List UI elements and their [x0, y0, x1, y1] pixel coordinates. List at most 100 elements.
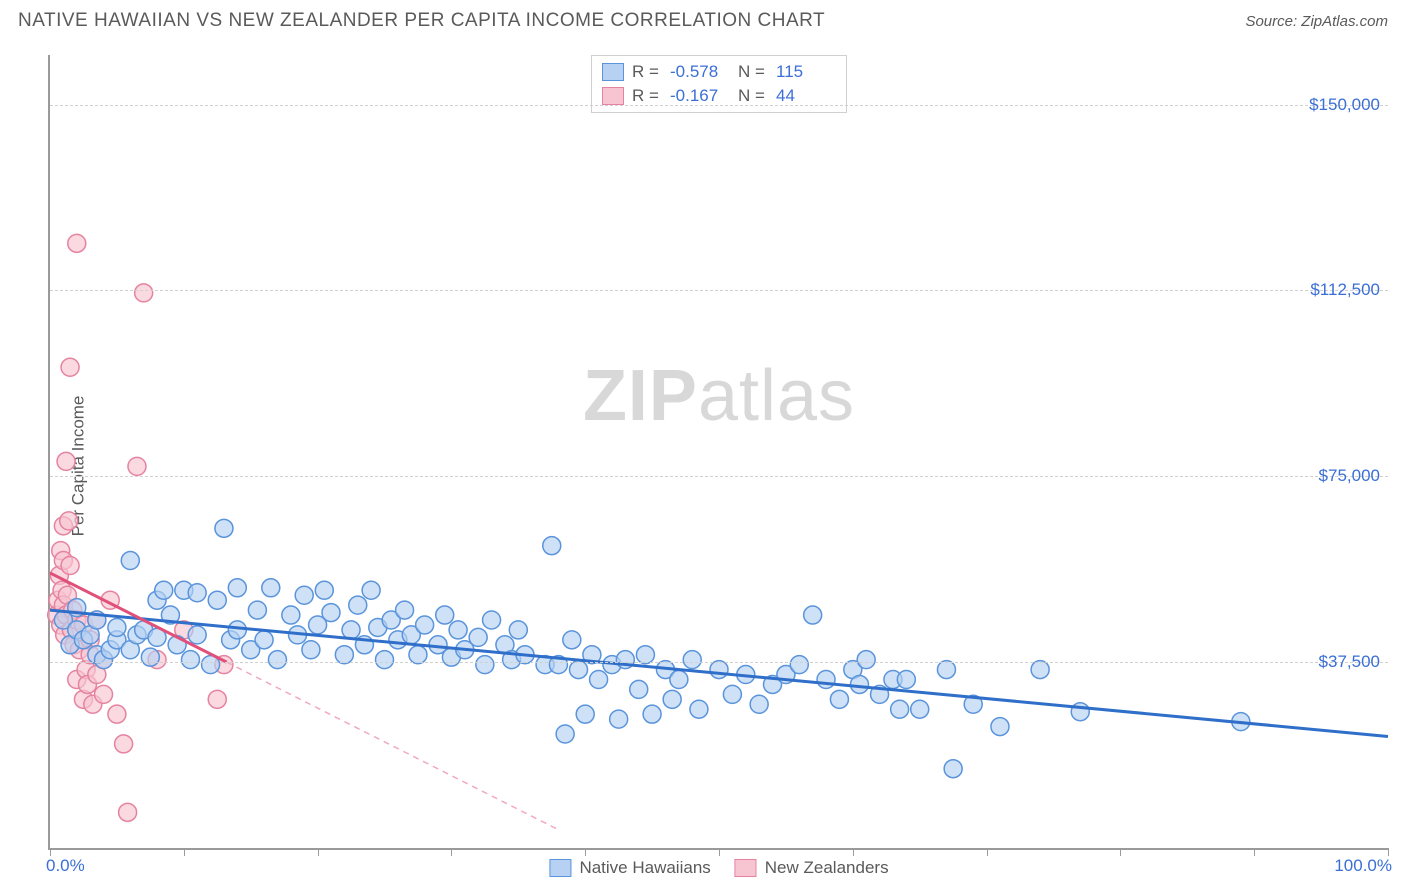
gridline [50, 105, 1388, 106]
data-point [119, 803, 137, 821]
data-point [342, 621, 360, 639]
data-point [610, 710, 628, 728]
x-tick [184, 848, 185, 856]
data-point [830, 690, 848, 708]
data-point [61, 358, 79, 376]
data-point [121, 552, 139, 570]
x-tick [1388, 848, 1389, 856]
chart-source: Source: ZipAtlas.com [1245, 13, 1388, 30]
trend-line-hawaiians [50, 610, 1388, 736]
data-point [68, 234, 86, 252]
data-point [710, 661, 728, 679]
x-tick [853, 848, 854, 856]
y-tick-label: $112,500 [1310, 280, 1380, 300]
data-point [750, 695, 768, 713]
data-point [268, 651, 286, 669]
legend-label: Native Hawaiians [579, 858, 710, 878]
data-point [188, 626, 206, 644]
legend-label: New Zealanders [765, 858, 889, 878]
data-point [135, 284, 153, 302]
data-point [128, 457, 146, 475]
legend-item-hawaiians: Native Hawaiians [549, 858, 710, 878]
swatch-pink [735, 859, 757, 877]
data-point [643, 705, 661, 723]
data-point [95, 685, 113, 703]
plot-region: ZIPatlas R = -0.578 N = 115 R = -0.167 N… [48, 55, 1388, 850]
data-point [509, 621, 527, 639]
gridline [50, 662, 1388, 663]
data-point [911, 700, 929, 718]
legend-item-newzealanders: New Zealanders [735, 858, 889, 878]
data-point [208, 591, 226, 609]
data-point [483, 611, 501, 629]
data-point [891, 700, 909, 718]
data-point [61, 556, 79, 574]
x-axis-start-label: 0.0% [46, 856, 85, 876]
x-tick [719, 848, 720, 856]
data-point [850, 675, 868, 693]
data-point [262, 579, 280, 597]
data-point [817, 670, 835, 688]
x-tick [451, 848, 452, 856]
x-axis-end-label: 100.0% [1334, 856, 1392, 876]
data-point [790, 656, 808, 674]
data-point [663, 690, 681, 708]
x-tick [1254, 848, 1255, 856]
data-point [449, 621, 467, 639]
data-point [57, 452, 75, 470]
data-point [690, 700, 708, 718]
data-point [376, 651, 394, 669]
data-point [248, 601, 266, 619]
data-point [543, 537, 561, 555]
data-point [349, 596, 367, 614]
data-point [857, 651, 875, 669]
y-tick-label: $150,000 [1309, 95, 1380, 115]
data-point [576, 705, 594, 723]
data-point [804, 606, 822, 624]
data-point [723, 685, 741, 703]
data-point [897, 670, 915, 688]
data-point [362, 581, 380, 599]
data-point [228, 621, 246, 639]
series-legend: Native Hawaiians New Zealanders [549, 858, 888, 878]
data-point [563, 631, 581, 649]
data-point [1031, 661, 1049, 679]
data-point [670, 670, 688, 688]
data-point [476, 656, 494, 674]
scatter-svg [50, 55, 1388, 848]
data-point [208, 690, 226, 708]
data-point [141, 648, 159, 666]
data-point [335, 646, 353, 664]
y-tick-label: $37,500 [1319, 652, 1380, 672]
data-point [396, 601, 414, 619]
data-point [282, 606, 300, 624]
data-point [228, 579, 246, 597]
data-point [215, 519, 233, 537]
data-point [302, 641, 320, 659]
trend-line-newzealanders-extrapolated [227, 662, 559, 830]
x-tick [318, 848, 319, 856]
gridline [50, 476, 1388, 477]
data-point [115, 735, 133, 753]
data-point [322, 604, 340, 622]
data-point [60, 512, 78, 530]
data-point [937, 661, 955, 679]
data-point [636, 646, 654, 664]
data-point [315, 581, 333, 599]
data-point [991, 718, 1009, 736]
data-point [590, 670, 608, 688]
data-point [683, 651, 701, 669]
y-tick-label: $75,000 [1319, 466, 1380, 486]
data-point [570, 661, 588, 679]
data-point [295, 586, 313, 604]
data-point [108, 618, 126, 636]
chart-title: NATIVE HAWAIIAN VS NEW ZEALANDER PER CAP… [18, 10, 825, 32]
data-point [188, 584, 206, 602]
swatch-blue [549, 859, 571, 877]
x-tick [585, 848, 586, 856]
data-point [255, 631, 273, 649]
data-point [469, 628, 487, 646]
data-point [108, 705, 126, 723]
x-tick [987, 848, 988, 856]
data-point [436, 606, 454, 624]
